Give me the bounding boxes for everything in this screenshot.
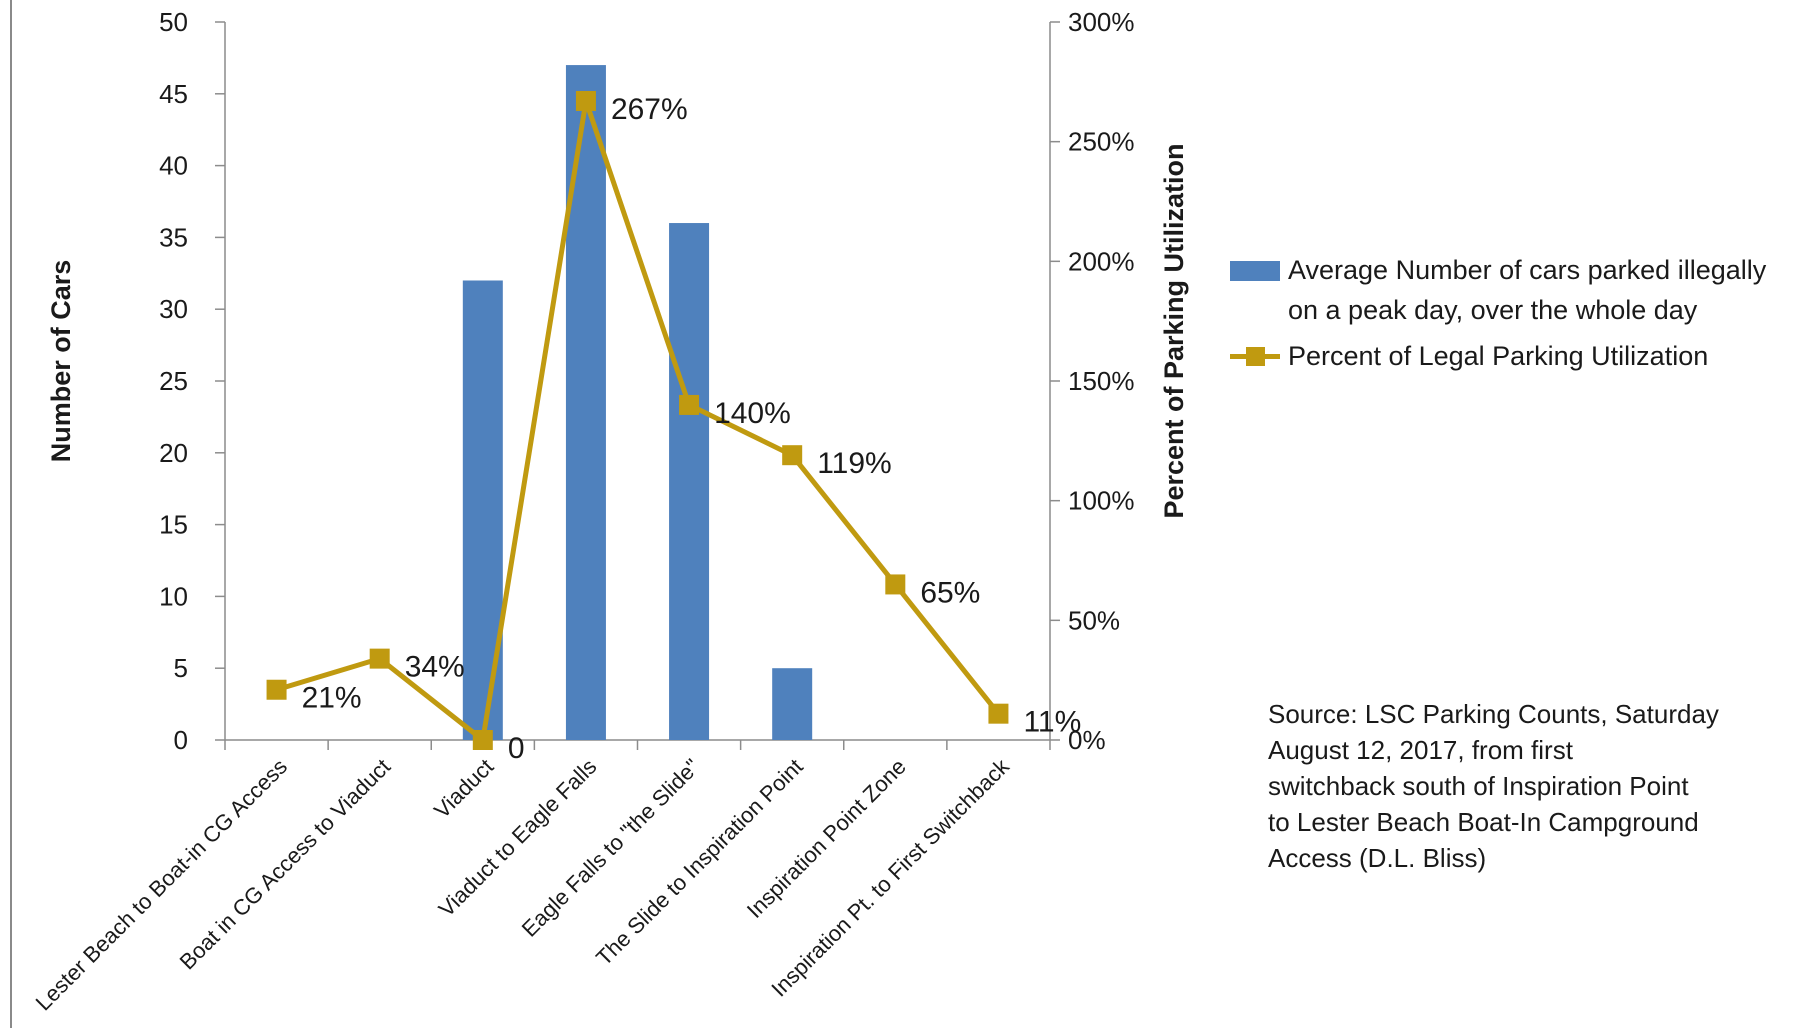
legend-line-swatch — [1230, 336, 1280, 376]
y2-tick-label: 0% — [1068, 725, 1106, 755]
y-tick-label: 0 — [174, 725, 188, 755]
data-label: 0 — [508, 732, 525, 765]
data-label: 34% — [405, 651, 465, 684]
y-tick-label: 10 — [159, 581, 188, 611]
legend-bar-swatch — [1230, 261, 1280, 281]
y-tick-label: 25 — [159, 366, 188, 396]
source-note-line: switchback south of Inspiration Point — [1268, 771, 1689, 801]
bar — [772, 668, 813, 740]
source-note-line: August 12, 2017, from first — [1268, 735, 1573, 765]
legend-bar-label-line2: on a peak day, over the whole day — [1288, 295, 1698, 325]
x-tick-label: The Slide to Inspiration Point — [591, 754, 808, 971]
y-tick-label: 40 — [159, 151, 188, 181]
legend-item-bars: Average Number of cars parked illegally … — [1230, 250, 1810, 330]
y-tick-label: 30 — [159, 294, 188, 324]
chart-border — [10, 0, 12, 1028]
utilization-line — [275, 98, 1001, 743]
y-tick-label: 5 — [174, 653, 188, 683]
y2-tick-label: 300% — [1068, 7, 1135, 37]
bar — [462, 280, 503, 740]
data-label: 21% — [302, 682, 362, 715]
y2-tick-label: 150% — [1068, 366, 1135, 396]
data-label: 267% — [611, 93, 688, 126]
x-tick-label: Eagle Falls to "the Slide" — [517, 754, 705, 942]
legend: Average Number of cars parked illegally … — [1230, 250, 1810, 376]
source-note-line: to Lester Beach Boat-In Campground — [1268, 807, 1699, 837]
bar — [669, 223, 710, 741]
data-label: 140% — [714, 397, 791, 430]
line-marker — [575, 90, 596, 111]
source-note: Source: LSC Parking Counts, Saturday Aug… — [1268, 696, 1788, 876]
x-tick-label: Boat in CG Access to Viaduct — [175, 754, 396, 975]
bar — [565, 65, 606, 740]
line-marker — [472, 730, 493, 750]
legend-line-label: Percent of Legal Parking Utilization — [1288, 341, 1709, 371]
y-tick-label: 20 — [159, 438, 188, 468]
y2-tick-label: 50% — [1068, 605, 1120, 635]
y-tick-label: 45 — [159, 79, 188, 109]
legend-bar-label-line1: Average Number of cars parked illegally — [1288, 255, 1767, 285]
line-marker — [988, 703, 1009, 724]
line-marker — [369, 648, 390, 669]
y2-axis-title: Percent of Parking Utilization — [1159, 143, 1189, 518]
y2-tick-label: 250% — [1068, 127, 1135, 157]
source-note-line: Access (D.L. Bliss) — [1268, 843, 1487, 873]
y-tick-label: 50 — [159, 7, 188, 37]
x-tick-label: Viaduct — [429, 754, 498, 823]
data-label: 119% — [817, 447, 892, 480]
y-tick-label: 35 — [159, 222, 188, 252]
y-tick-label: 15 — [159, 510, 188, 540]
line-marker — [782, 445, 803, 466]
legend-item-line: Percent of Legal Parking Utilization — [1230, 336, 1810, 376]
data-label: 11% — [1023, 706, 1081, 739]
line-marker — [885, 574, 906, 595]
line-marker — [266, 679, 287, 700]
data-label: 65% — [920, 576, 980, 609]
y2-tick-label: 200% — [1068, 246, 1135, 276]
line-marker — [679, 394, 700, 415]
y-axis-title: Number of Cars — [46, 260, 76, 463]
source-note-line: Source: LSC Parking Counts, Saturday — [1268, 699, 1719, 729]
y2-tick-label: 100% — [1068, 486, 1135, 516]
